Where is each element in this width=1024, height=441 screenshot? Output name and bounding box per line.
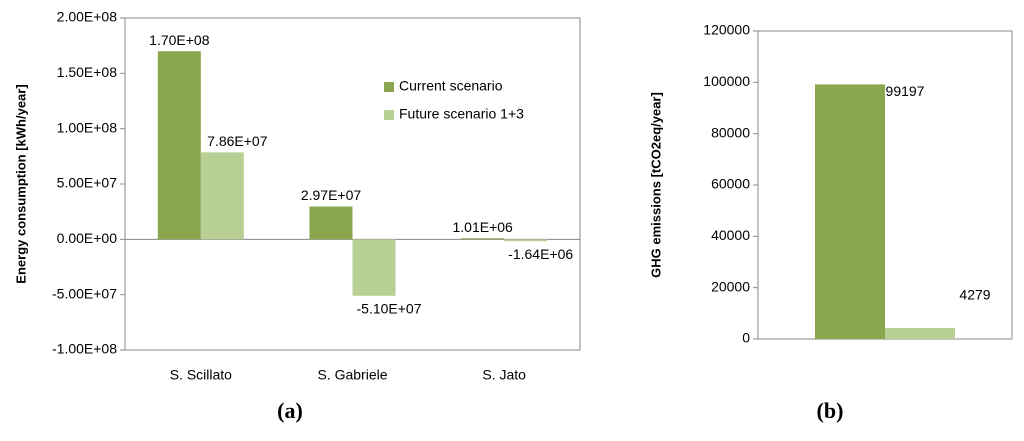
legend-swatch — [384, 110, 394, 120]
value-label: -1.64E+06 — [508, 246, 573, 262]
bar — [504, 239, 548, 242]
y-tick-label: 100000 — [703, 73, 750, 89]
value-label: 99197 — [886, 83, 925, 99]
y-tick-label: 2.00E+08 — [57, 9, 118, 25]
bar — [352, 239, 396, 296]
value-label: 2.97E+07 — [301, 187, 362, 203]
y-tick-label: 1.00E+08 — [57, 119, 118, 135]
y-tick-label: 60000 — [711, 176, 750, 192]
bar — [461, 238, 505, 240]
legend-swatch — [384, 82, 394, 92]
x-tick-label: S. Gabriele — [317, 367, 387, 383]
x-tick-label: S. Jato — [482, 367, 526, 383]
bar — [157, 51, 201, 240]
y-tick-label: 5.00E+07 — [57, 175, 118, 191]
value-label: 1.70E+08 — [149, 32, 210, 48]
y-tick-label: 20000 — [711, 278, 750, 294]
bar — [309, 206, 353, 240]
y-tick-label: 120000 — [703, 22, 750, 38]
panel-label: (b) — [817, 398, 844, 423]
y-tick-label: -5.00E+07 — [52, 285, 117, 301]
y-axis-title: GHG emissions [tCO2eq/year] — [648, 92, 663, 278]
bar — [885, 328, 955, 339]
bar — [815, 84, 885, 339]
bar — [200, 152, 244, 240]
value-label: 1.01E+06 — [452, 219, 513, 235]
y-tick-label: 80000 — [711, 124, 750, 140]
value-label: 4279 — [959, 287, 990, 303]
y-tick-label: 40000 — [711, 227, 750, 243]
panel-label: (a) — [277, 398, 303, 423]
legend-label: Future scenario 1+3 — [399, 106, 524, 122]
legend-label: Current scenario — [399, 78, 503, 94]
value-label: -5.10E+07 — [357, 300, 422, 316]
y-tick-label: 0.00E+00 — [57, 230, 118, 246]
y-tick-label: 1.50E+08 — [57, 64, 118, 80]
y-tick-label: -1.00E+08 — [52, 341, 117, 357]
value-label: 7.86E+07 — [207, 133, 268, 149]
x-tick-label: S. Scillato — [170, 367, 232, 383]
y-tick-label: 0 — [742, 330, 750, 346]
y-axis-title: Energy consumption [kWh/year] — [13, 84, 28, 283]
